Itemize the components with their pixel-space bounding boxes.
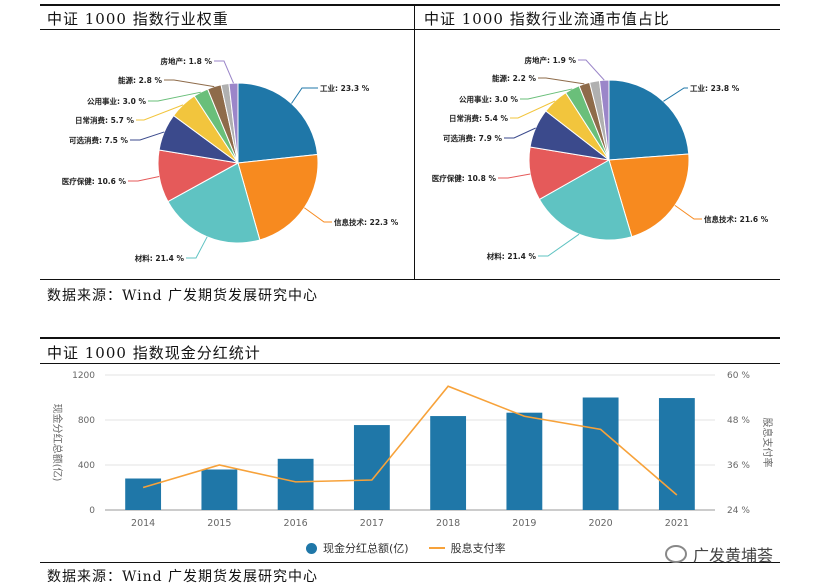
pie-label-2: 材料: 21.4 % — [135, 253, 185, 263]
bar-chart-title: 中证 1000 指数现金分红统计 — [47, 344, 261, 362]
pie-label-2: 材料: 21.4 % — [487, 251, 537, 261]
pie-leader-7 — [164, 79, 215, 88]
pie-label-4: 可选消费: 7.9 % — [443, 133, 503, 143]
watermark-text: 广发黄埔荟 — [692, 546, 773, 565]
pie-leader-5 — [510, 100, 556, 119]
bar-2021 — [658, 398, 695, 510]
pie-slice-0 — [608, 79, 690, 161]
pie-label-5: 日常消费: 5.7 % — [75, 115, 135, 125]
y-left-tick: 0 — [89, 506, 95, 516]
pie-slice-2 — [167, 162, 261, 244]
bar-title-rule — [40, 363, 780, 364]
source-note-bottom: 数据来源：Wind 广发期货发展研究中心 — [47, 569, 319, 585]
pie-slice-2 — [538, 159, 633, 241]
watermark: 广发黄埔荟 — [664, 542, 773, 566]
pie-label-1: 信息技术: 22.3 % — [334, 217, 399, 227]
pie-right-chart: 工业: 23.8 % 信息技术: 21.6 % 材料: 21.4 % 医疗保健: 10… — [432, 55, 769, 261]
y-right-tick: 60 % — [727, 371, 750, 381]
pie-slice-1 — [608, 153, 690, 238]
x-tick-2015: 2015 — [207, 518, 231, 529]
pie-label-0: 工业: 23.3 % — [320, 83, 370, 93]
y-left-tick: 1200 — [72, 371, 95, 381]
y-right-axis-title: 股息支付率 — [761, 418, 774, 468]
x-tick-2016: 2016 — [284, 518, 308, 529]
pie-leader-2 — [186, 236, 208, 259]
legend-bar-swatch — [306, 542, 317, 554]
pie-leader-1 — [674, 204, 702, 220]
pie-leader-1 — [304, 207, 332, 223]
x-tick-2018: 2018 — [436, 518, 460, 529]
x-tick-2017: 2017 — [360, 518, 384, 529]
y-left-axis-title: 现金分红总额(亿) — [51, 404, 64, 482]
pie-label-5: 日常消费: 5.4 % — [449, 113, 509, 123]
pie-label-6: 公用事业: 3.0 % — [87, 96, 147, 106]
pie-label-3: 医疗保健: 10.8 % — [432, 173, 497, 183]
pie-left-chart: 工业: 23.3 % 信息技术: 22.3 % 材料: 21.4 % 医疗保健: 10… — [62, 56, 399, 263]
pie-leader-2 — [538, 233, 580, 257]
source-note-top: 数据来源：Wind 广发期货发展研究中心 — [47, 288, 319, 304]
pie-leader-4 — [130, 131, 165, 141]
x-tick-2021: 2021 — [665, 518, 689, 529]
chart-legend: 现金分红总额(亿) 股息支付率 — [306, 540, 506, 556]
pie-left-title: 中证 1000 指数行业权重 — [47, 10, 229, 28]
y-left-tick: 400 — [78, 461, 95, 471]
pie-label-1: 信息技术: 21.6 % — [704, 214, 769, 224]
pie-leader-3 — [498, 173, 531, 179]
pie-leader-7 — [538, 77, 585, 85]
pie-label-3: 医疗保健: 10.6 % — [62, 176, 127, 186]
x-tick-2019: 2019 — [512, 518, 536, 529]
payout-ratio-line — [142, 385, 678, 496]
y-right-tick: 36 % — [727, 461, 750, 471]
pie-leader-4 — [504, 127, 536, 139]
pie-label-9: 房地产: 1.8 % — [160, 56, 212, 66]
legend-line-swatch — [428, 547, 445, 549]
dividend-chart: 0 400 800 1200 24 % 36 % 48 % 60 % 现金分红总额(亿) 股息支付… — [51, 371, 774, 529]
bar-2016 — [277, 458, 314, 510]
pie-label-0: 工业: 23.8 % — [690, 83, 740, 93]
pie-leader-5 — [136, 104, 184, 121]
pie-leader-0 — [663, 87, 688, 102]
pie-slice-0 — [237, 82, 319, 164]
y-right-tick: 24 % — [727, 506, 750, 516]
pie-leader-9 — [578, 59, 605, 81]
y-left-tick: 800 — [78, 416, 95, 426]
y-right-tick: 48 % — [727, 416, 750, 426]
legend-line-label: 股息支付率 — [450, 542, 506, 555]
pie-leader-3 — [128, 176, 160, 182]
top-divider — [414, 4, 415, 279]
pie-right-title: 中证 1000 指数行业流通市值占比 — [424, 10, 670, 28]
pie-label-9: 房地产: 1.9 % — [524, 55, 576, 65]
pie-leader-6 — [520, 88, 573, 100]
pie-leader-0 — [291, 87, 318, 104]
top-bottom-rule — [40, 279, 780, 280]
bar-2015 — [201, 469, 238, 510]
legend-bar-label: 现金分红总额(亿) — [323, 542, 409, 555]
bar-2020 — [582, 397, 619, 510]
pie-label-4: 可选消费: 7.5 % — [69, 135, 129, 145]
bar-2019 — [506, 412, 543, 510]
pie-label-7: 能源: 2.2 % — [492, 73, 537, 83]
pie-leader-6 — [148, 91, 201, 102]
bar-bottom-rule — [40, 562, 780, 563]
pie-slice-1 — [237, 153, 319, 241]
top-title-rule — [40, 29, 780, 30]
wechat-icon — [664, 545, 687, 563]
bar-top-rule — [40, 337, 780, 339]
x-tick-2020: 2020 — [589, 518, 613, 529]
pie-label-6: 公用事业: 3.0 % — [459, 94, 519, 104]
top-rule — [40, 4, 780, 6]
bar-2017 — [353, 425, 390, 510]
x-tick-2014: 2014 — [131, 518, 155, 529]
pie-label-7: 能源: 2.8 % — [118, 75, 163, 85]
pie-leader-9 — [214, 60, 234, 84]
bar-2018 — [430, 416, 467, 510]
